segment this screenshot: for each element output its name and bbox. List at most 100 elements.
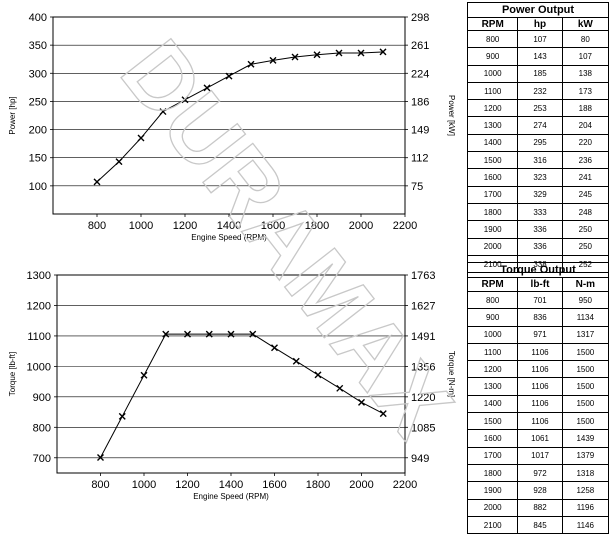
y-tick-label: 350 bbox=[29, 40, 47, 52]
torque-table-row: 2100 845 1146 bbox=[466, 515, 610, 534]
power-table-row: 1700 329 245 bbox=[466, 185, 610, 204]
x-tick-label: 2000 bbox=[349, 479, 373, 491]
data-point-marker bbox=[118, 412, 126, 420]
power-table-cell: 2000 bbox=[466, 237, 519, 256]
power-table-cell: 80 bbox=[561, 29, 610, 49]
power-table-title: Power Output bbox=[467, 2, 609, 18]
power-table-header-rpm: RPM bbox=[466, 17, 519, 31]
torque-table-cell: 1439 bbox=[561, 429, 610, 448]
power-table-cell: 245 bbox=[561, 185, 610, 204]
torque-table-cell: 1500 bbox=[561, 394, 610, 414]
torque-table-cell: 1700 bbox=[466, 446, 519, 465]
torque-table-row: 1400 1106 1500 bbox=[466, 394, 610, 414]
y-tick-label: 700 bbox=[33, 453, 51, 465]
series-line bbox=[96, 51, 384, 183]
power-table-cell: 1400 bbox=[466, 133, 519, 153]
torque-table-row: 1500 1106 1500 bbox=[466, 412, 610, 431]
power-table-cell: 248 bbox=[561, 202, 610, 222]
torque-table-cell: 1196 bbox=[561, 498, 610, 517]
x-tick-label: 800 bbox=[91, 479, 109, 491]
torque-table-cell: 1200 bbox=[466, 360, 519, 379]
plot-frame bbox=[56, 274, 406, 474]
torque-table-body: 800 701 950 900 836 1134 1000 971 1317 1100 1106 15… bbox=[466, 290, 610, 534]
power-table-body: 800 107 80 900 143 107 1000 185 138 1100 232 173 120… bbox=[466, 29, 610, 274]
power-table-cell: 1500 bbox=[466, 151, 519, 170]
torque-table-row: 1300 1106 1500 bbox=[466, 377, 610, 396]
torque-table-cell: 1106 bbox=[517, 360, 563, 379]
x-tick-label: 1200 bbox=[173, 220, 197, 232]
y2-tick-label: 75 bbox=[411, 181, 423, 193]
y2-tick-label: 1085 bbox=[411, 422, 435, 434]
torque-table-cell: 882 bbox=[517, 498, 563, 517]
power-table-cell: 1800 bbox=[466, 202, 519, 222]
torque-table-cell: 1100 bbox=[466, 342, 519, 362]
torque-table-cell: 1900 bbox=[466, 481, 519, 500]
x-tick-label: 1400 bbox=[217, 220, 241, 232]
torque-table-header-lbft: lb-ft bbox=[517, 277, 563, 292]
power-table-row: 2000 336 250 bbox=[466, 237, 610, 256]
power-table-cell: 1000 bbox=[466, 64, 519, 83]
data-point-marker bbox=[225, 72, 233, 80]
torque-table-cell: 1106 bbox=[517, 342, 563, 362]
power-table-cell: 143 bbox=[517, 47, 563, 66]
power-table-cell: 323 bbox=[517, 168, 563, 187]
power-table-header-kw: kW bbox=[561, 17, 610, 31]
power-table-cell: 173 bbox=[561, 81, 610, 101]
y-tick-label: 150 bbox=[29, 153, 47, 165]
power-table-row: 1400 295 220 bbox=[466, 133, 610, 153]
power-table-row: 1600 323 241 bbox=[466, 168, 610, 187]
torque-table-cell: 2000 bbox=[466, 498, 519, 517]
data-point-marker bbox=[291, 53, 299, 61]
torque-table-cell: 1379 bbox=[561, 446, 610, 465]
power-table-header-hp: hp bbox=[517, 17, 563, 31]
power-table-row: 800 107 80 bbox=[466, 29, 610, 49]
torque-table-row: 1000 971 1317 bbox=[466, 325, 610, 344]
torque-table-cell: 2100 bbox=[466, 515, 519, 534]
y2-axis-label: Torque [N-m] bbox=[447, 351, 456, 397]
y-tick-label: 1200 bbox=[27, 300, 51, 312]
y-tick-label: 800 bbox=[33, 422, 51, 434]
torque-table-cell: 950 bbox=[561, 290, 610, 310]
power-chart-svg: 100 150 200 250 300 350 400 75 112 149 186 224 261 29… bbox=[8, 12, 456, 242]
power-table-cell: 204 bbox=[561, 116, 610, 135]
y2-tick-label: 149 bbox=[411, 125, 429, 137]
power-table-row: 1800 333 248 bbox=[466, 202, 610, 222]
torque-table-row: 1100 1106 1500 bbox=[466, 342, 610, 362]
torque-table-cell: 836 bbox=[517, 308, 563, 327]
data-point-marker bbox=[271, 344, 278, 352]
y2-tick-label: 112 bbox=[411, 153, 429, 165]
power-table-cell: 1700 bbox=[466, 185, 519, 204]
x-tick-label: 1000 bbox=[132, 479, 156, 491]
y2-tick-label: 186 bbox=[411, 96, 429, 108]
data-point-marker bbox=[203, 84, 211, 92]
torque-table-title: Torque Output bbox=[467, 262, 609, 278]
y2-tick-label: 1763 bbox=[411, 270, 435, 282]
power-output-table: Power Output RPM hp kW 800 107 80 900 143 107… bbox=[466, 2, 610, 274]
torque-table-cell: 1258 bbox=[561, 481, 610, 500]
torque-table-row: 1600 1061 1439 bbox=[466, 429, 610, 448]
series-line bbox=[100, 333, 384, 458]
data-point-marker bbox=[314, 371, 322, 379]
torque-table-cell: 1400 bbox=[466, 394, 519, 414]
power-table-cell: 274 bbox=[517, 116, 563, 135]
torque-table-cell: 1000 bbox=[466, 325, 519, 344]
y2-tick-label: 224 bbox=[411, 68, 429, 80]
y-tick-label: 200 bbox=[29, 125, 47, 137]
power-table-cell: 185 bbox=[517, 64, 563, 83]
torque-chart-svg: 700 800 900 1000 1100 1200 1300 949 1085 1220 1356… bbox=[8, 270, 456, 501]
data-point-marker bbox=[181, 96, 189, 104]
data-point-marker bbox=[358, 398, 365, 406]
y2-axis-label: Power [kW] bbox=[447, 95, 456, 136]
power-table-row: 900 143 107 bbox=[466, 47, 610, 66]
power-table-cell: 1300 bbox=[466, 116, 519, 135]
power-table-cell: 241 bbox=[561, 168, 610, 187]
data-point-marker bbox=[247, 60, 255, 68]
power-table-cell: 1100 bbox=[466, 81, 519, 101]
y-tick-label: 1100 bbox=[27, 331, 51, 343]
torque-table-row: 1800 972 1318 bbox=[466, 463, 610, 483]
torque-table-cell: 1106 bbox=[517, 412, 563, 431]
x-tick-label: 2000 bbox=[349, 220, 373, 232]
data-point-marker bbox=[184, 330, 191, 338]
torque-table-row: 1200 1106 1500 bbox=[466, 360, 610, 379]
power-table-cell: 329 bbox=[517, 185, 563, 204]
